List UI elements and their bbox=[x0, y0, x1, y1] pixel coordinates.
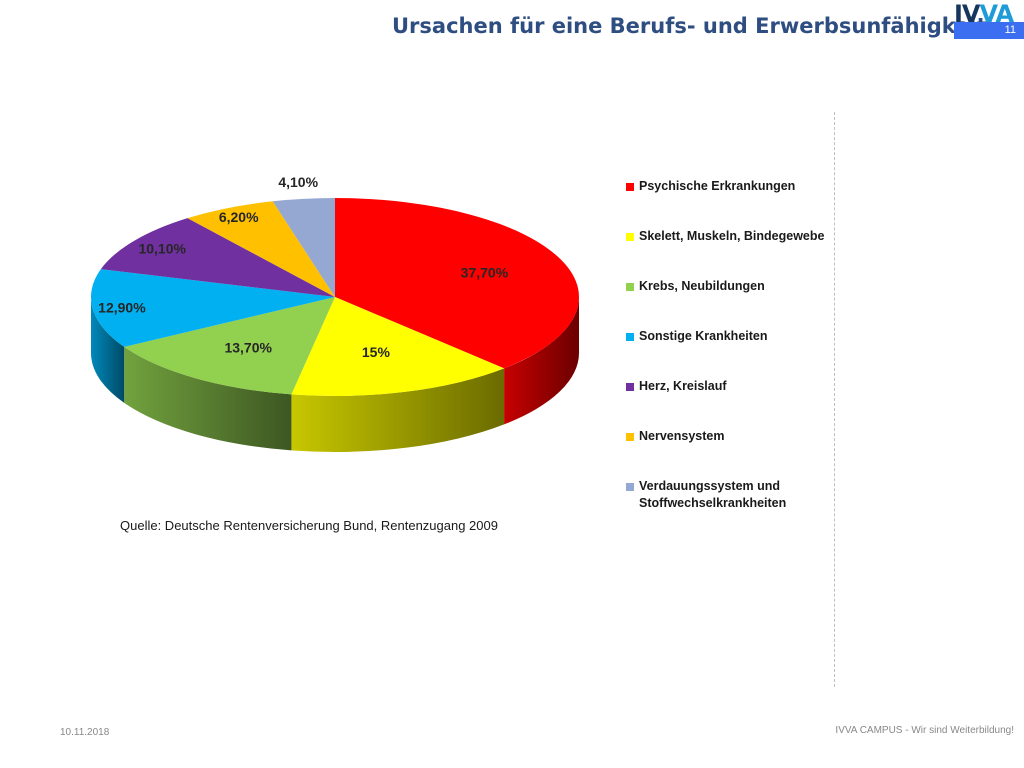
pie-side-1 bbox=[291, 368, 505, 453]
pie-side-3 bbox=[91, 297, 125, 403]
pie-side-2 bbox=[124, 346, 292, 451]
pie-tops bbox=[90, 198, 579, 396]
slide-number: 11 bbox=[954, 22, 1024, 39]
pie-slice-3 bbox=[90, 269, 335, 347]
legend-swatch-4 bbox=[626, 383, 634, 391]
legend-item-3: Sonstige Krankheiten bbox=[626, 328, 768, 345]
pie-slice-1 bbox=[291, 297, 505, 396]
footer-date: 10.11.2018 bbox=[60, 727, 110, 738]
legend-item-1: Skelett, Muskeln, Bindegewebe bbox=[626, 228, 824, 245]
legend-item-6: Verdauungssystem und Stoffwechselkrankhe… bbox=[626, 478, 829, 512]
data-label-5: 6,20% bbox=[219, 209, 259, 225]
source-note: Quelle: Deutsche Rentenversicherung Bund… bbox=[120, 518, 498, 533]
legend-label-6: Verdauungssystem und Stoffwechselkrankhe… bbox=[639, 479, 787, 510]
page-title: Ursachen für eine Berufs- und Erwerbsunf… bbox=[392, 14, 995, 38]
legend-swatch-6 bbox=[626, 483, 634, 491]
pie-slice-6 bbox=[272, 198, 335, 297]
data-label-0: 37,70% bbox=[461, 265, 509, 281]
pie-data-labels: 37,70% 15% 13,70% 12,90% 10,10% 6,20% 4,10% bbox=[98, 174, 509, 360]
pie-slice-4 bbox=[100, 218, 336, 297]
legend-label-3: Sonstige Krankheiten bbox=[639, 329, 768, 343]
legend-label-0: Psychische Erkrankungen bbox=[639, 179, 796, 193]
pie-slice-0 bbox=[335, 198, 579, 369]
legend-swatch-2 bbox=[626, 283, 634, 291]
data-label-2: 13,70% bbox=[224, 339, 272, 355]
legend-item-4: Herz, Kreislauf bbox=[626, 378, 727, 395]
legend-label-5: Nervensystem bbox=[639, 429, 725, 443]
data-label-1: 15% bbox=[362, 344, 391, 360]
legend-label-1: Skelett, Muskeln, Bindegewebe bbox=[639, 229, 825, 243]
data-label-3: 12,90% bbox=[98, 300, 146, 316]
legend-swatch-1 bbox=[626, 233, 634, 241]
footer-tagline: IVVA CAMPUS - Wir sind Weiterbildung! bbox=[835, 725, 1014, 736]
legend-swatch-5 bbox=[626, 433, 634, 441]
pie-slice-2 bbox=[124, 297, 335, 395]
data-label-4: 10,10% bbox=[138, 241, 186, 257]
legend-swatch-3 bbox=[626, 333, 634, 341]
vertical-divider bbox=[834, 112, 835, 687]
legend-item-0: Psychische Erkrankungen bbox=[626, 178, 795, 195]
legend-item-2: Krebs, Neubildungen bbox=[626, 278, 765, 295]
pie-sides bbox=[91, 297, 579, 453]
legend-swatch-0 bbox=[626, 183, 634, 191]
data-label-6: 4,10% bbox=[278, 174, 318, 190]
legend-label-4: Herz, Kreislauf bbox=[639, 379, 727, 393]
pie-side-0 bbox=[504, 297, 579, 425]
legend-item-5: Nervensystem bbox=[626, 428, 724, 445]
pie-slice-5 bbox=[187, 201, 335, 297]
legend-label-2: Krebs, Neubildungen bbox=[639, 279, 765, 293]
